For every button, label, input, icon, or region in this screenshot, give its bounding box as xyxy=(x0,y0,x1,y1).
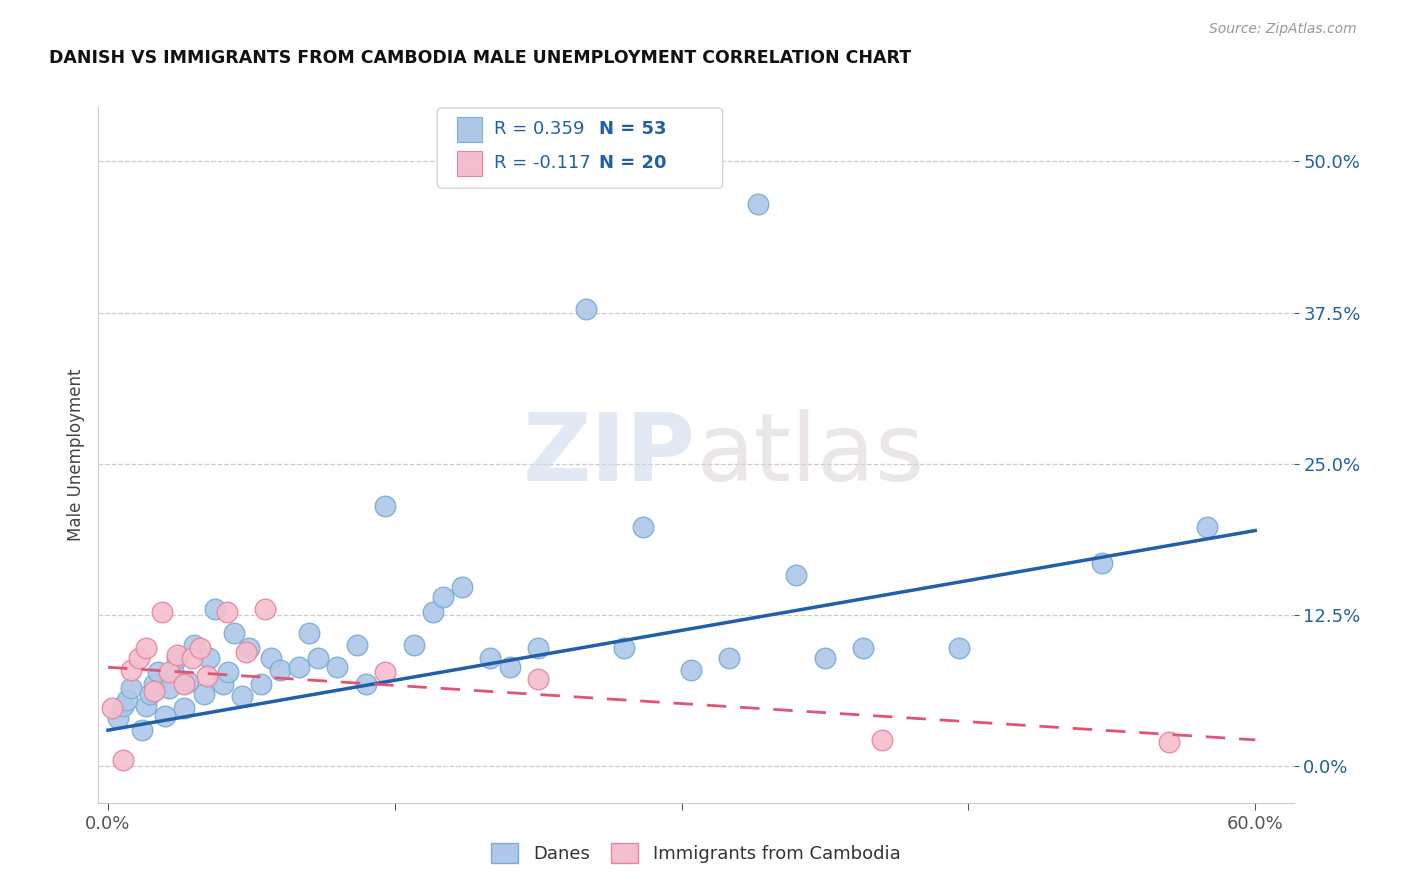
Point xyxy=(120,681,142,695)
Point xyxy=(948,640,970,655)
Point xyxy=(872,732,894,747)
Point xyxy=(155,708,177,723)
Point xyxy=(326,660,349,674)
Point xyxy=(112,698,135,713)
Y-axis label: Male Unemployment: Male Unemployment xyxy=(66,368,84,541)
Text: N = 53: N = 53 xyxy=(599,120,666,138)
Point xyxy=(479,650,502,665)
Point xyxy=(204,602,226,616)
Point xyxy=(253,602,276,616)
Point xyxy=(139,687,162,701)
Point xyxy=(115,693,138,707)
Point xyxy=(112,754,135,768)
Point xyxy=(288,660,311,674)
Point xyxy=(157,681,180,695)
Point xyxy=(432,590,454,604)
Text: R = -0.117: R = -0.117 xyxy=(494,154,591,172)
Text: atlas: atlas xyxy=(696,409,924,501)
Legend: Danes, Immigrants from Cambodia: Danes, Immigrants from Cambodia xyxy=(484,836,908,871)
Point xyxy=(183,639,205,653)
Point xyxy=(1091,556,1114,570)
Text: R = 0.359: R = 0.359 xyxy=(494,120,583,138)
Point xyxy=(120,663,142,677)
Point xyxy=(681,663,703,677)
Point xyxy=(173,701,195,715)
Point xyxy=(142,677,165,691)
Point xyxy=(1197,520,1219,534)
Point xyxy=(346,639,368,653)
Point xyxy=(162,663,184,677)
Point xyxy=(142,684,165,698)
Point xyxy=(527,640,550,655)
Text: Source: ZipAtlas.com: Source: ZipAtlas.com xyxy=(1209,22,1357,37)
Point xyxy=(166,648,188,663)
Point xyxy=(785,568,807,582)
Point xyxy=(211,677,233,691)
Point xyxy=(128,650,150,665)
Point xyxy=(374,665,396,679)
Point xyxy=(498,660,520,674)
Point xyxy=(307,650,329,665)
Point xyxy=(718,650,741,665)
Point xyxy=(197,669,219,683)
Text: DANISH VS IMMIGRANTS FROM CAMBODIA MALE UNEMPLOYMENT CORRELATION CHART: DANISH VS IMMIGRANTS FROM CAMBODIA MALE … xyxy=(49,49,911,67)
Point xyxy=(198,650,221,665)
Point xyxy=(215,605,238,619)
Point xyxy=(217,665,239,679)
Point xyxy=(135,698,157,713)
Point xyxy=(374,500,396,514)
Point xyxy=(422,605,444,619)
Point xyxy=(181,650,204,665)
Text: N = 20: N = 20 xyxy=(599,154,666,172)
Point xyxy=(131,723,153,738)
Point xyxy=(814,650,837,665)
Point xyxy=(188,640,211,655)
Point xyxy=(747,197,769,211)
Point xyxy=(177,674,200,689)
Point xyxy=(852,640,875,655)
Point xyxy=(450,581,472,595)
Point xyxy=(250,677,273,691)
Point xyxy=(235,644,257,658)
Point xyxy=(259,650,281,665)
Point xyxy=(613,640,636,655)
Point xyxy=(157,665,180,679)
Point xyxy=(527,673,550,687)
Point xyxy=(402,639,425,653)
Point xyxy=(135,640,157,655)
Point xyxy=(354,677,377,691)
Point xyxy=(150,605,173,619)
Point xyxy=(146,665,169,679)
Point xyxy=(101,701,124,715)
Point xyxy=(231,690,253,704)
Point xyxy=(166,650,188,665)
Point xyxy=(173,677,195,691)
Point xyxy=(633,520,655,534)
Point xyxy=(224,626,246,640)
Point xyxy=(193,687,215,701)
Point xyxy=(575,302,598,317)
Point xyxy=(298,626,321,640)
Text: ZIP: ZIP xyxy=(523,409,696,501)
Point xyxy=(107,711,129,725)
Point xyxy=(269,663,291,677)
Point xyxy=(238,640,260,655)
Point xyxy=(1159,735,1181,749)
